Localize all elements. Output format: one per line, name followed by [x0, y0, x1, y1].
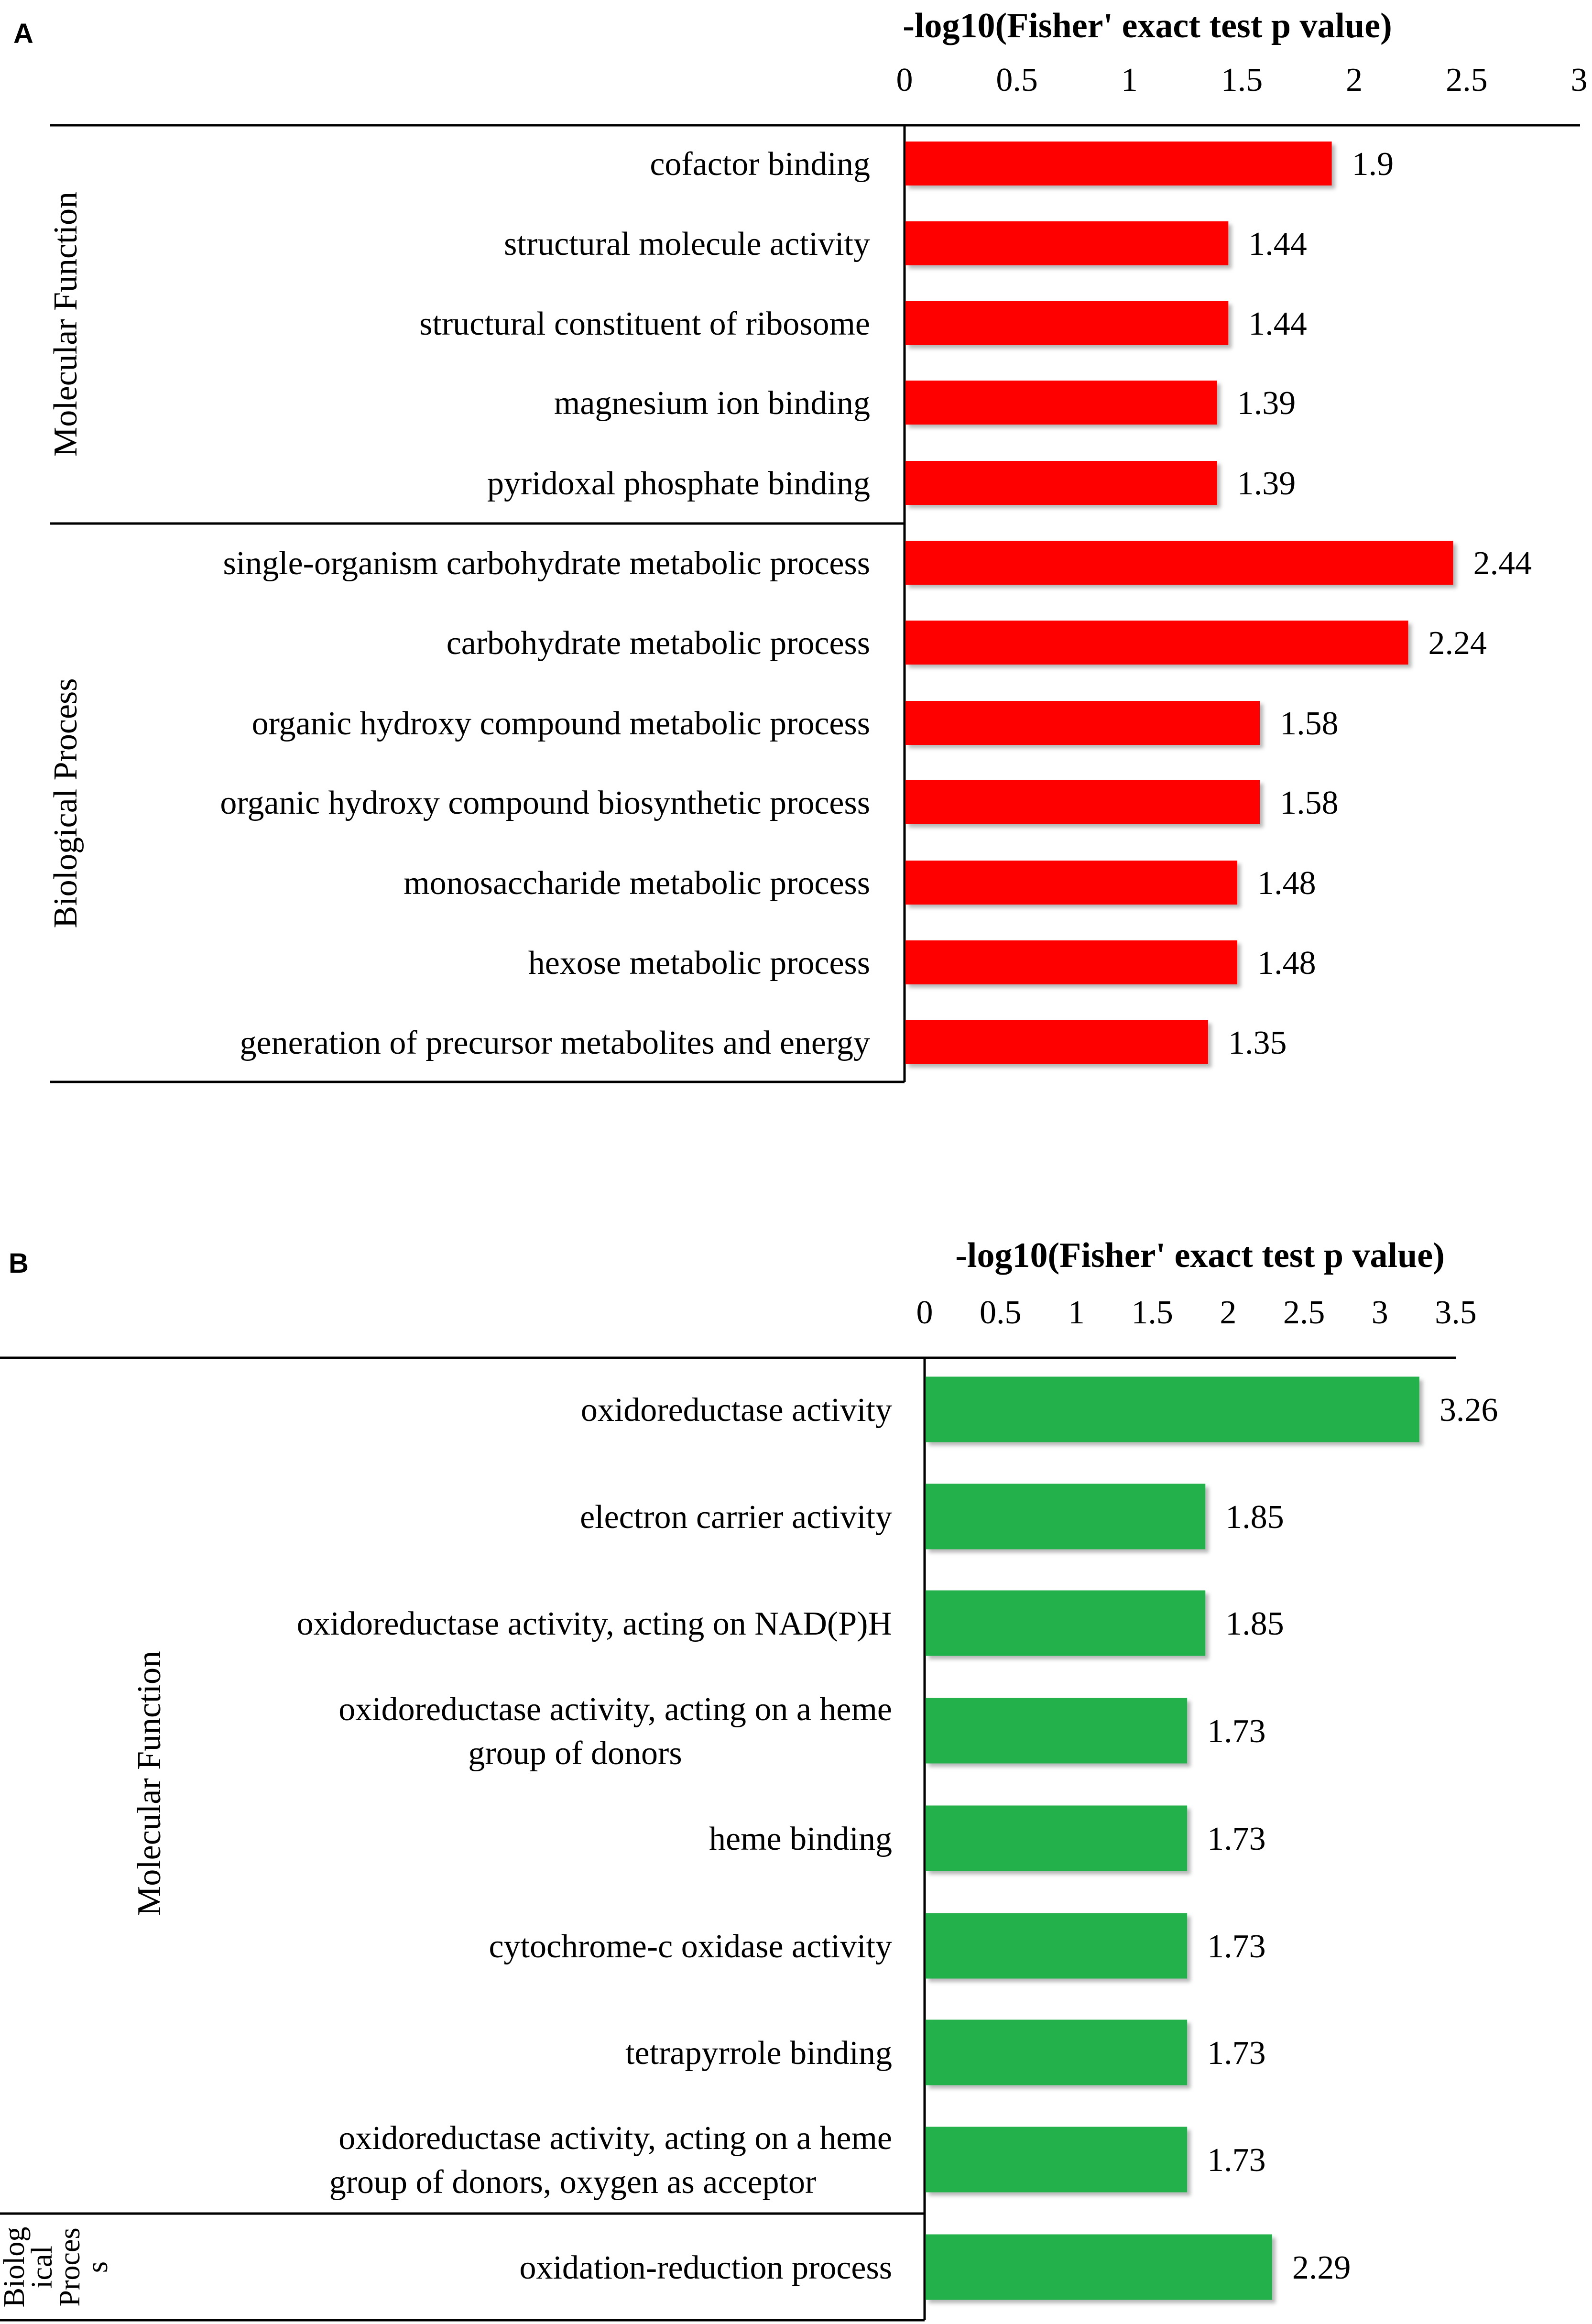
bar	[926, 2127, 1188, 2193]
bar	[905, 461, 1217, 505]
category-label: oxidoreductase activity	[581, 1392, 892, 1429]
category-label: magnesium ion binding	[554, 385, 870, 422]
bar-value-label: 1.39	[1237, 385, 1296, 422]
x-tick-label: 2	[1220, 1294, 1236, 1331]
category-label: cytochrome-c oxidase activity	[489, 1928, 892, 1965]
bar	[905, 861, 1238, 905]
x-tick-label: 1	[1121, 62, 1138, 98]
category-label: oxidoreductase activity, acting on a hem…	[338, 2120, 892, 2157]
panel-letter: A	[13, 18, 33, 49]
bar	[905, 301, 1229, 345]
bar	[905, 221, 1229, 265]
category-label: cofactor binding	[650, 146, 870, 183]
group-label: Proces	[54, 2227, 86, 2306]
x-tick-label: 2.5	[1283, 1294, 1325, 1331]
category-label: generation of precursor metabolites and …	[240, 1025, 870, 1061]
bar	[905, 940, 1238, 984]
x-tick-label: 0	[896, 62, 913, 98]
bar	[905, 701, 1260, 745]
bar-value-label: 1.73	[1207, 1928, 1266, 1965]
x-tick-label: 3	[1372, 1294, 1388, 1331]
x-tick-label: 3	[1571, 62, 1588, 98]
bar	[905, 541, 1453, 585]
panel-b: B -log10(Fisher' exact test p value) 0 0.5 1…	[0, 1236, 1498, 2322]
bar	[905, 142, 1332, 185]
bar-value-label: 2.29	[1292, 2249, 1351, 2286]
bar	[926, 1913, 1188, 1979]
category-label: pyridoxal phosphate binding	[487, 465, 870, 502]
x-tick-label: 2.5	[1446, 62, 1488, 98]
x-axis-title: -log10(Fisher' exact test p value)	[955, 1236, 1444, 1275]
x-tick-label: 0	[916, 1294, 933, 1331]
bar-value-label: 1.73	[1207, 1821, 1266, 1857]
bar	[905, 621, 1408, 665]
category-label: single-organism carbohydrate metabolic p…	[223, 545, 870, 582]
bar-value-label: 1.85	[1225, 1499, 1284, 1536]
category-label: carbohydrate metabolic process	[447, 625, 870, 662]
bar-value-label: 1.48	[1257, 945, 1316, 982]
category-label: group of donors, oxygen as acceptor	[329, 2164, 817, 2201]
group-label: s	[81, 2261, 114, 2273]
category-label: oxidoreductase activity, acting on a hem…	[338, 1691, 892, 1728]
category-label: organic hydroxy compound metabolic proce…	[252, 705, 870, 742]
bar-value-label: 1.44	[1248, 306, 1307, 342]
category-label: oxidation-reduction process	[519, 2249, 892, 2286]
x-tick-label: 1.5	[1131, 1294, 1173, 1331]
category-label: heme binding	[709, 1821, 892, 1857]
category-label: electron carrier activity	[580, 1499, 892, 1536]
bar-value-label: 2.24	[1428, 625, 1487, 662]
bar	[926, 1805, 1188, 1871]
bar	[926, 2234, 1272, 2300]
bar-value-label: 3.26	[1439, 1392, 1498, 1429]
bar-value-label: 1.48	[1257, 865, 1316, 902]
bar	[905, 1020, 1208, 1064]
x-tick-label: 1	[1068, 1294, 1085, 1331]
group-label: ical	[26, 2246, 58, 2289]
bar-value-label: 1.44	[1248, 226, 1307, 262]
group-label: Biolog	[0, 2227, 31, 2308]
category-label: hexose metabolic process	[528, 945, 870, 982]
bar-value-label: 1.58	[1280, 705, 1339, 742]
x-tick-label: 3.5	[1435, 1294, 1477, 1331]
bar-value-label: 1.58	[1280, 785, 1339, 821]
bar-value-label: 2.44	[1473, 545, 1532, 582]
category-label: oxidoreductase activity, acting on NAD(P…	[297, 1605, 892, 1642]
bar-value-label: 1.9	[1352, 146, 1394, 183]
group-label: Biological Process	[47, 678, 84, 928]
bar-value-label: 1.73	[1207, 2035, 1266, 2072]
bar	[905, 780, 1260, 824]
x-tick-label: 0.5	[996, 62, 1038, 98]
x-tick-label: 1.5	[1221, 62, 1263, 98]
x-tick-label: 0.5	[980, 1294, 1022, 1331]
x-tick-label: 2	[1346, 62, 1363, 98]
panel-a: A -log10(Fisher' exact test p value) 0 0.5 1…	[13, 6, 1588, 1083]
bar-value-label: 1.73	[1207, 2142, 1266, 2179]
panel-letter: B	[9, 1248, 29, 1279]
bar	[926, 1590, 1206, 1656]
category-label: tetrapyrrole binding	[625, 2035, 892, 2072]
bar	[926, 1698, 1188, 1764]
bar	[926, 2019, 1188, 2085]
bar-value-label: 1.35	[1228, 1025, 1287, 1061]
bar-value-label: 1.39	[1237, 465, 1296, 502]
bar	[905, 381, 1217, 425]
group-label: Molecular Function	[47, 192, 84, 457]
category-label: group of donors	[468, 1735, 682, 1772]
bar-value-label: 1.73	[1207, 1713, 1266, 1750]
category-label: structural constituent of ribosome	[419, 306, 870, 342]
x-axis-title: -log10(Fisher' exact test p value)	[903, 6, 1392, 45]
bar-value-label: 1.85	[1225, 1605, 1284, 1642]
category-label: structural molecule activity	[504, 226, 870, 262]
bar	[926, 1376, 1419, 1442]
group-label: Molecular Function	[131, 1651, 168, 1916]
category-label: organic hydroxy compound biosynthetic pr…	[220, 785, 870, 821]
bar	[926, 1484, 1206, 1549]
category-label: monosaccharide metabolic process	[403, 865, 870, 902]
